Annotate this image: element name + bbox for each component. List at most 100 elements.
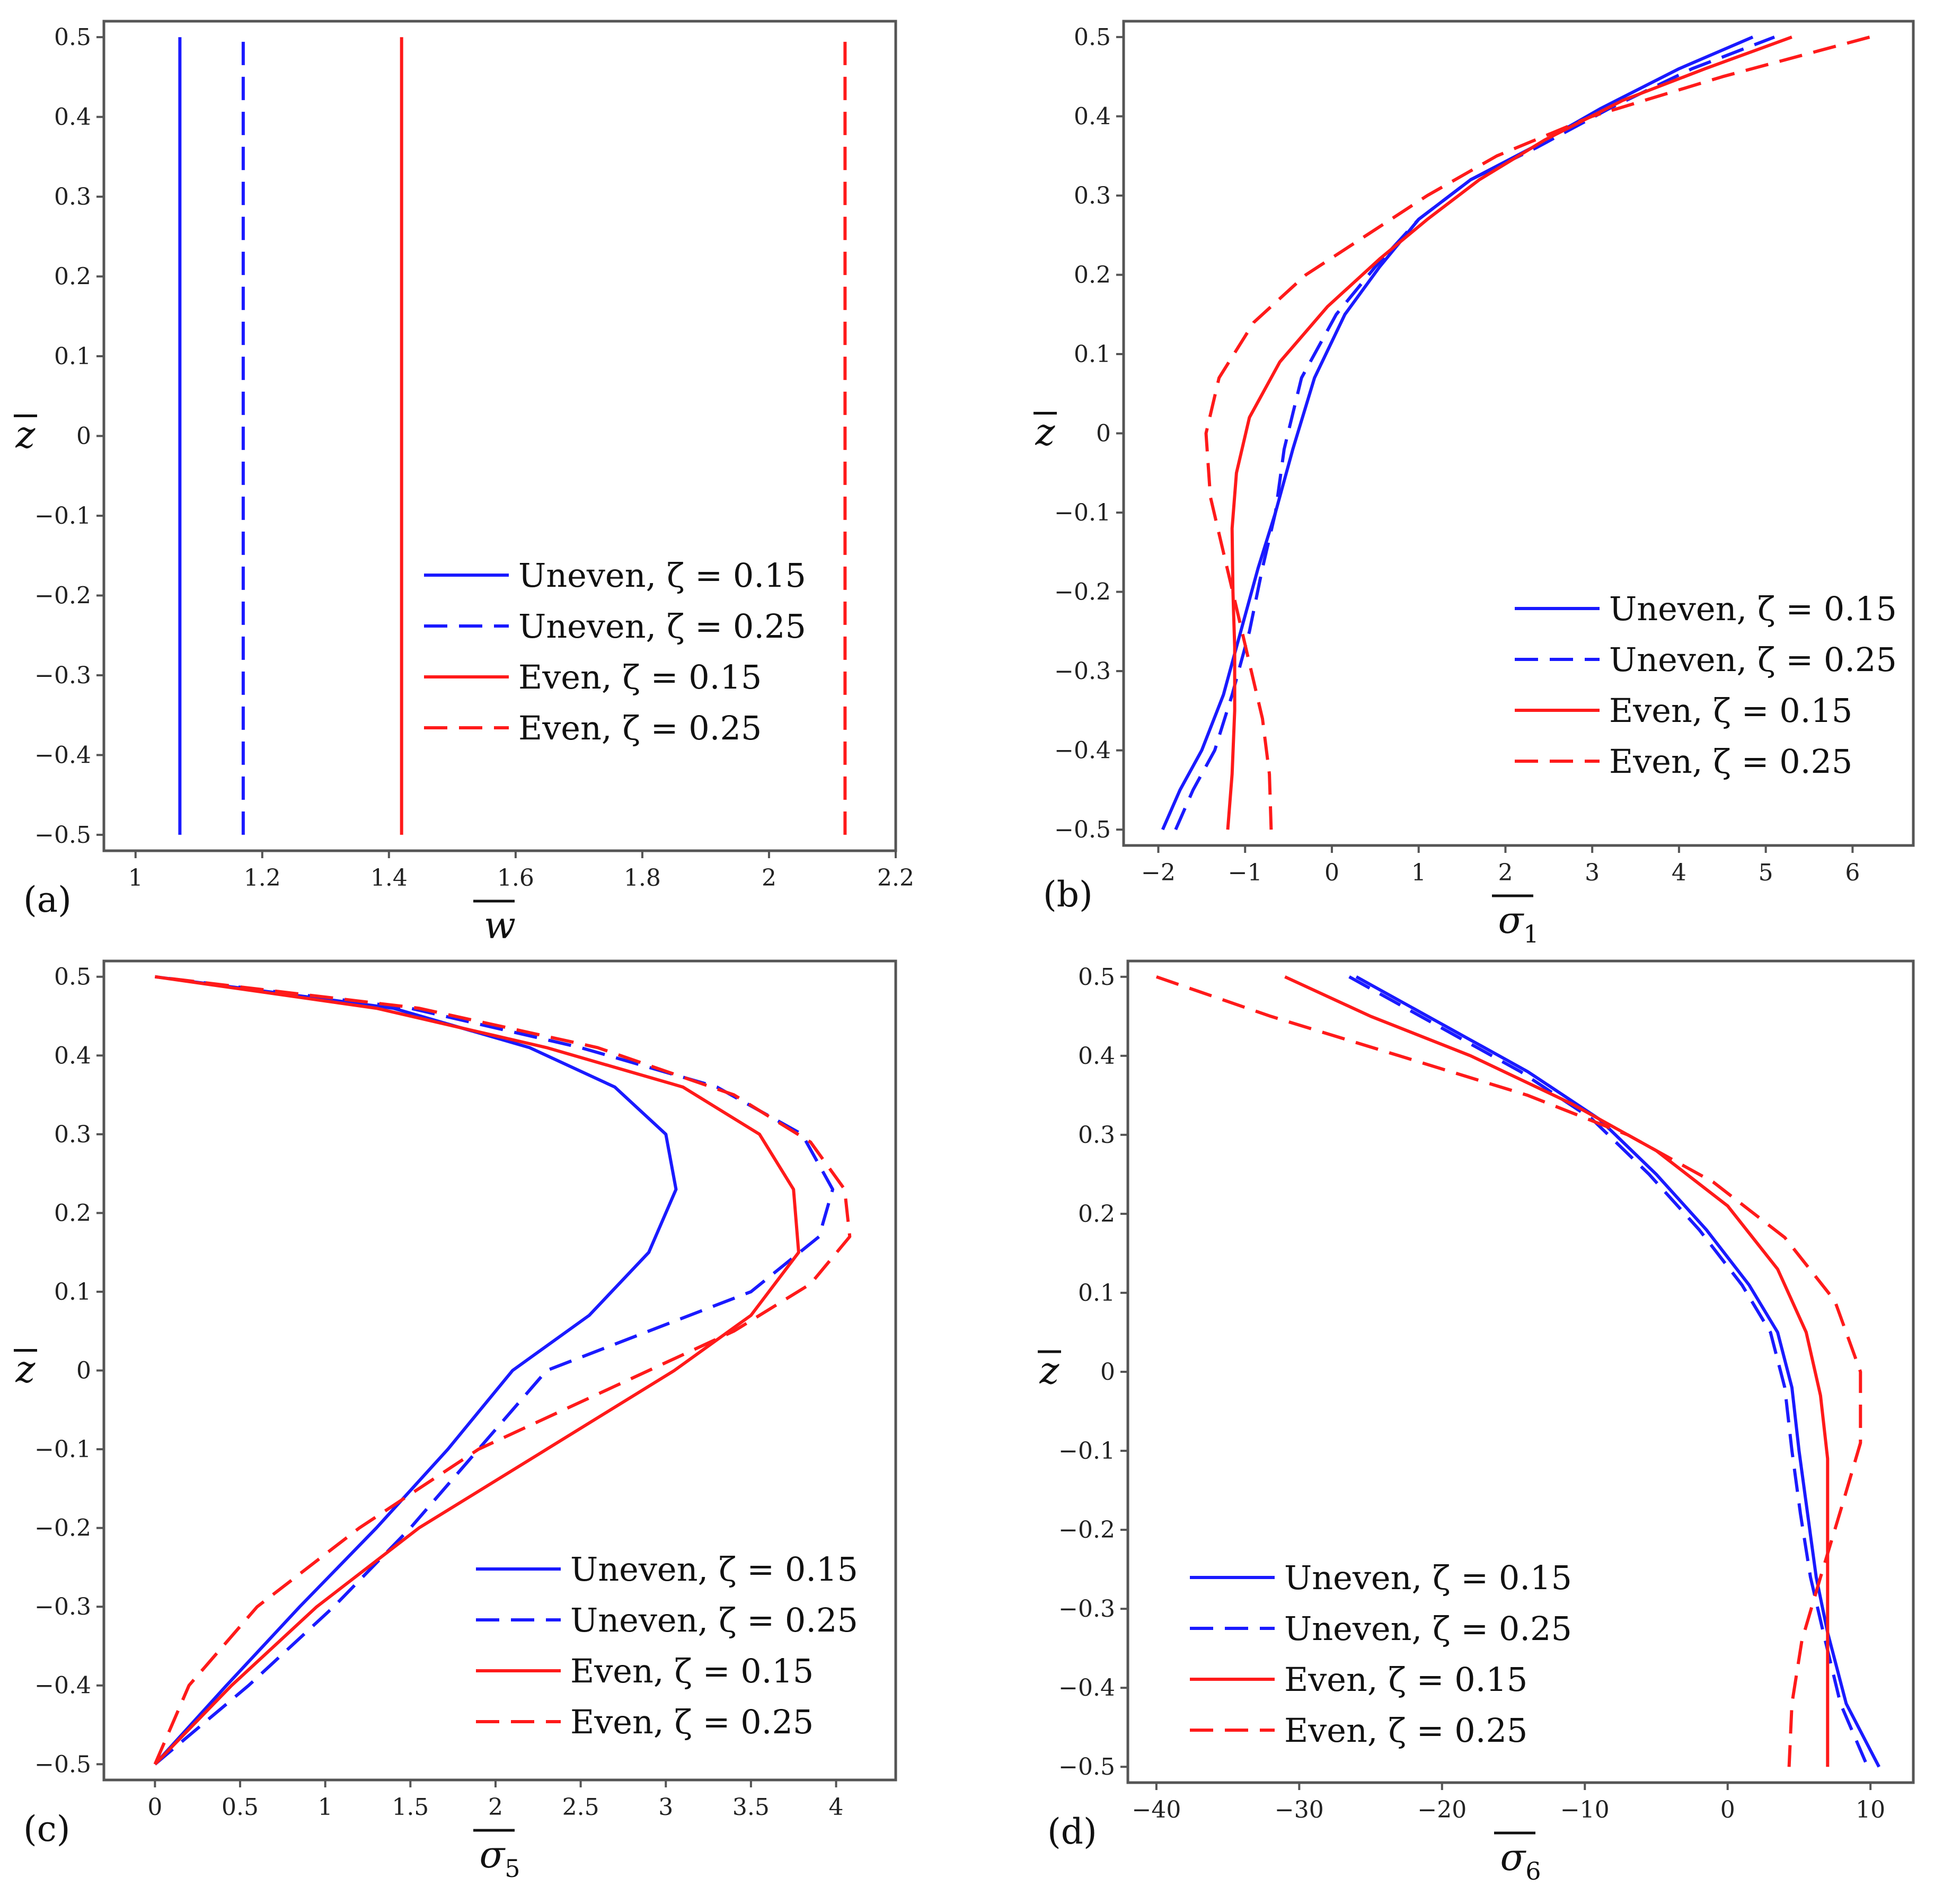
x-tick-label: 4 xyxy=(1672,859,1686,886)
y-tick-label: 0.3 xyxy=(1074,182,1111,209)
y-tick-label: −0.3 xyxy=(1054,658,1111,685)
panel-d: 0.5 0.4 0.3 0.2 0.1 0 −0.1 −0.2 −0.3 −0.4 −0.5 −40 −… xyxy=(1038,959,1915,1885)
y-tick-label: 0.3 xyxy=(54,1121,91,1148)
legend-entry-3: Even, ζ = 0.15 xyxy=(570,1652,814,1690)
series-line-3 xyxy=(1226,36,1792,830)
legend-entry-4: Even, ζ = 0.25 xyxy=(518,709,762,747)
series-line-1 xyxy=(154,975,678,1766)
series-group xyxy=(153,975,852,1766)
y-tick-label: 0 xyxy=(1096,420,1111,447)
y-tick-label: 0.4 xyxy=(54,104,91,131)
legend-entry-4: Even, ζ = 0.25 xyxy=(1284,1711,1527,1750)
x-axis-title: σ1 xyxy=(1498,898,1539,948)
y-tick-label: −0.4 xyxy=(1054,737,1111,764)
y-tick-label: −0.2 xyxy=(1058,1517,1115,1544)
series-line-2 xyxy=(1174,36,1776,831)
legend-entry-1: Uneven, ζ = 0.15 xyxy=(1609,589,1897,628)
legend-entry-2: Uneven, ζ = 0.25 xyxy=(570,1601,858,1639)
legend-entry-1: Uneven, ζ = 0.15 xyxy=(518,556,806,595)
x-axis-title-main: σ xyxy=(479,1833,506,1876)
y-tick-label: 0.5 xyxy=(1078,964,1115,991)
x-tick-label: 2.2 xyxy=(877,865,914,892)
y-tick-label: −0.1 xyxy=(1058,1438,1115,1465)
legend-entry-2: Uneven, ζ = 0.25 xyxy=(1609,640,1897,679)
series-group xyxy=(1161,36,1870,831)
y-tick-label: −0.3 xyxy=(34,662,91,689)
y-tick-label: 0.2 xyxy=(1078,1201,1115,1228)
y-tick-label: 0.5 xyxy=(54,964,91,991)
x-tick-label: −40 xyxy=(1132,1796,1181,1823)
series-line-1 xyxy=(1355,975,1880,1768)
x-axis-title-main: σ xyxy=(1498,898,1524,942)
y-tick-label: −0.1 xyxy=(34,1436,91,1463)
y-tick-label: 0 xyxy=(1100,1359,1115,1386)
x-axis-title-subscript: 5 xyxy=(505,1854,520,1883)
x-tick-label: 0.5 xyxy=(222,1794,259,1821)
series-group xyxy=(178,37,847,835)
x-tick-label: −10 xyxy=(1560,1796,1610,1823)
legend-entry-3: Even, ζ = 0.15 xyxy=(1284,1660,1527,1699)
legend-entry-4: Even, ζ = 0.25 xyxy=(570,1703,814,1741)
panel-label: (b) xyxy=(1043,874,1093,915)
legend-entry-4: Even, ζ = 0.25 xyxy=(1609,742,1852,781)
y-axis-title: z xyxy=(15,1348,36,1391)
y-tick-label: −0.5 xyxy=(1058,1753,1115,1780)
y-tick-label: 0.3 xyxy=(54,183,91,210)
y-tick-label: 0.4 xyxy=(1078,1043,1115,1070)
panel-label: (a) xyxy=(23,879,72,920)
series-line-4 xyxy=(1204,36,1870,830)
legend: Uneven, ζ = 0.15 Uneven, ζ = 0.25 Even, ζ … xyxy=(1190,1558,1572,1750)
y-tick-label: −0.2 xyxy=(34,582,91,609)
y-tick-label: −0.3 xyxy=(34,1593,91,1620)
y-tick-label: −0.1 xyxy=(1054,499,1111,526)
y-tick-label: −0.2 xyxy=(34,1515,91,1542)
x-tick-label: 2.5 xyxy=(562,1794,599,1821)
y-tick-label: −0.4 xyxy=(1058,1674,1115,1702)
plot-frame xyxy=(102,20,897,852)
x-tick-label: 1 xyxy=(318,1794,333,1821)
series-line-3 xyxy=(1284,975,1830,1767)
x-tick-label: −30 xyxy=(1275,1796,1324,1823)
x-tick-label: 3.5 xyxy=(732,1794,770,1821)
series-line-3 xyxy=(154,975,800,1766)
x-tick-label: 0 xyxy=(1324,859,1339,886)
x-tick-label: 10 xyxy=(1856,1796,1885,1823)
x-tick-label: 1.8 xyxy=(624,865,661,892)
y-tick-label: −0.5 xyxy=(34,822,91,849)
x-tick-label: −1 xyxy=(1228,859,1262,886)
x-axis-title-main: w xyxy=(484,904,516,947)
legend-entry-2: Uneven, ζ = 0.25 xyxy=(1284,1609,1572,1648)
x-axis-title-subscript: 6 xyxy=(1525,1857,1541,1885)
y-tick-label: 0.5 xyxy=(54,24,91,51)
x-axis-title: σ6 xyxy=(1500,1836,1541,1885)
y-tick-label: 0.3 xyxy=(1078,1122,1115,1149)
y-axis-title: z xyxy=(15,413,36,457)
legend-entry-3: Even, ζ = 0.15 xyxy=(518,658,762,697)
plot-frame xyxy=(1126,959,1915,1784)
x-tick-label: 2 xyxy=(1498,859,1513,886)
x-tick-label: 3 xyxy=(658,1794,673,1821)
panel-a: 0.5 0.4 0.3 0.2 0.1 0 −0.1 −0.2 −0.3 −0.4 −0.5 1 1.2… xyxy=(14,20,914,947)
y-axis-title: z xyxy=(1035,411,1056,454)
y-tick-label: −0.3 xyxy=(1058,1596,1115,1623)
panel-b: 0.5 0.4 0.3 0.2 0.1 0 −0.1 −0.2 −0.3 −0.4 −0.5 −2 −1… xyxy=(1034,20,1915,948)
y-tick-label: −0.4 xyxy=(34,742,91,769)
y-tick-label: 0 xyxy=(76,423,91,450)
legend: Uneven, ζ = 0.15 Uneven, ζ = 0.25 Even, ζ … xyxy=(1515,589,1897,781)
x-tick-label: 1.5 xyxy=(392,1794,429,1821)
x-tick-label: 4 xyxy=(829,1794,844,1821)
x-tick-label: 1.6 xyxy=(497,865,534,892)
x-tick-label: 5 xyxy=(1759,859,1773,886)
y-tick-label: −0.2 xyxy=(1054,579,1111,606)
legend: Uneven, ζ = 0.15 Uneven, ζ = 0.25 Even, ζ … xyxy=(424,556,806,747)
series-line-2 xyxy=(154,975,835,1766)
x-tick-label: 1 xyxy=(128,865,143,892)
x-tick-label: 3 xyxy=(1585,859,1600,886)
y-tick-label: 0.4 xyxy=(54,1042,91,1069)
y-tick-label: 0 xyxy=(76,1358,91,1385)
legend-entry-1: Uneven, ζ = 0.15 xyxy=(570,1550,858,1589)
y-axis-title: z xyxy=(1039,1349,1060,1392)
legend: Uneven, ζ = 0.15 Uneven, ζ = 0.25 Even, ζ … xyxy=(476,1550,858,1741)
y-tick-label: 0.1 xyxy=(1074,341,1111,368)
